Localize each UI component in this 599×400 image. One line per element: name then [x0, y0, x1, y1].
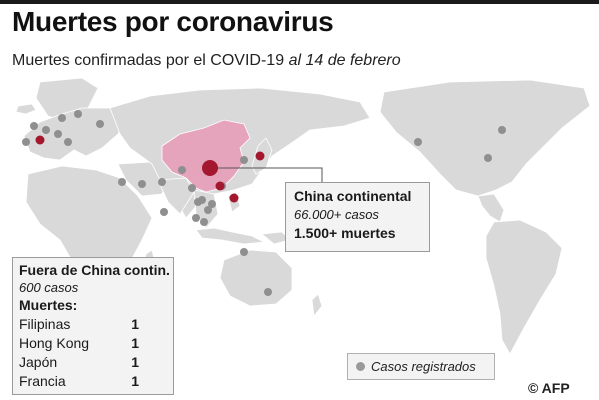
deaths-row-count: 1 — [131, 354, 139, 370]
deaths-row: Filipinas 1 — [19, 316, 139, 332]
case-marker — [188, 184, 196, 192]
case-marker — [204, 206, 212, 214]
legend-dot-icon — [356, 362, 365, 371]
china-leader-line — [210, 167, 323, 182]
case-marker — [264, 288, 272, 296]
deaths-row: Japón 1 — [19, 354, 139, 370]
case-marker — [42, 126, 50, 134]
china-stats-box: China continental 66.000+ casos 1.500+ m… — [285, 182, 430, 252]
china-box-cases: 66.000+ casos — [294, 207, 379, 222]
north-america-land — [379, 79, 591, 197]
map-legend: Casos registrados — [347, 353, 495, 380]
case-marker — [240, 156, 248, 164]
case-marker — [178, 166, 186, 174]
south-america-land — [485, 219, 563, 355]
death-marker-hong-kong — [215, 181, 225, 191]
deaths-row-count: 1 — [131, 316, 139, 332]
case-marker — [138, 180, 146, 188]
subtitle-main: Muertes confirmadas por el COVID-19 — [12, 52, 285, 69]
case-marker — [240, 248, 248, 256]
deaths-row-country: Filipinas — [19, 316, 71, 332]
case-marker — [96, 120, 104, 128]
case-marker — [58, 114, 66, 122]
outside-china-box: Fuera de China contin. 600 casos Muertes… — [12, 257, 174, 395]
death-marker-wuhan — [202, 160, 218, 176]
deaths-row-country: Francia — [19, 373, 66, 389]
death-marker-philippines — [229, 193, 239, 203]
case-marker — [74, 110, 82, 118]
china-box-title: China continental — [294, 188, 412, 204]
new-zealand-land — [311, 293, 323, 317]
deaths-row-country: Hong Kong — [19, 335, 90, 351]
central-america-land — [477, 193, 505, 223]
top-rule — [0, 0, 599, 4]
china-region — [161, 119, 251, 193]
case-marker — [498, 126, 506, 134]
outside-box-title: Fuera de China contin. — [19, 262, 170, 278]
case-marker — [30, 122, 38, 130]
world-map — [15, 78, 591, 355]
case-marker — [160, 208, 168, 216]
case-marker — [22, 138, 30, 146]
case-marker — [194, 198, 202, 206]
death-marker-japan — [255, 151, 265, 161]
death-marker-france — [35, 135, 45, 145]
case-marker — [118, 178, 126, 186]
iceland-land — [15, 103, 37, 115]
deaths-row-count: 1 — [131, 335, 139, 351]
outside-box-cases: 600 casos — [19, 280, 79, 295]
subtitle-date: al 14 de febrero — [288, 52, 401, 69]
case-marker — [54, 130, 62, 138]
outside-box-deaths-heading: Muertes: — [19, 297, 78, 313]
case-marker — [414, 138, 422, 146]
page-subtitle: Muertes confirmadas por el COVID-19 al 1… — [12, 52, 401, 70]
afp-credit: © AFP — [528, 380, 570, 396]
case-marker — [158, 178, 166, 186]
case-marker — [192, 214, 200, 222]
australia-land — [219, 249, 293, 307]
deaths-row: Francia 1 — [19, 373, 139, 389]
deaths-row: Hong Kong 1 — [19, 335, 139, 351]
indonesia-land — [195, 227, 266, 245]
case-marker — [484, 154, 492, 162]
china-box-deaths: 1.500+ muertes — [294, 225, 396, 241]
deaths-row-count: 1 — [131, 373, 139, 389]
case-marker — [200, 218, 208, 226]
india-land — [157, 177, 195, 215]
legend-label: Casos registrados — [371, 359, 476, 374]
case-marker — [64, 138, 72, 146]
case-marker — [208, 200, 216, 208]
page-title: Muertes por coronavirus — [12, 6, 334, 37]
deaths-row-country: Japón — [19, 354, 58, 370]
